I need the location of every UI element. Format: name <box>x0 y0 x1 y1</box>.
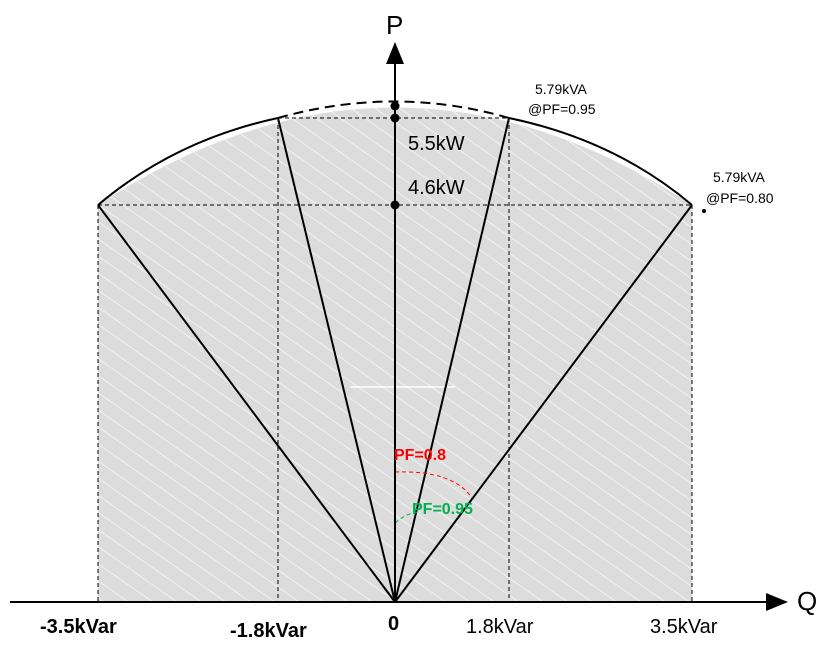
point-55kw <box>390 113 400 123</box>
pf095-label: PF=0.95 <box>412 501 473 518</box>
label-46kw: 4.6kW <box>408 177 465 199</box>
label-55kw: 5.5kW <box>408 133 465 155</box>
pf08-label: PF=0.8 <box>394 447 446 464</box>
q-axis-arrow <box>766 593 788 611</box>
ray-right-18 <box>394 117 510 603</box>
pf095-angle-arc <box>394 511 421 524</box>
capability-arc-right <box>508 117 693 206</box>
annot-095-pf: @PF=0.95 <box>528 101 596 117</box>
annot-080-pf: @PF=0.80 <box>706 190 774 206</box>
q-axis-label: Q <box>797 586 817 616</box>
q-tick-pos35: 3.5kVar <box>650 616 718 638</box>
capability-arc-left <box>97 117 279 206</box>
p-axis-label: P <box>386 10 403 40</box>
q-tick-pos18: 1.8kVar <box>466 616 534 638</box>
point-46kw <box>390 200 400 210</box>
ray-left-35 <box>97 204 396 603</box>
point-top-dashed <box>390 101 400 111</box>
annot-080-kva: 5.79kVA <box>713 169 766 185</box>
ray-left-18 <box>277 117 396 603</box>
ray-right-35 <box>394 204 693 603</box>
q-tick-zero: 0 <box>388 613 399 635</box>
pf08-angle-arc <box>394 471 473 499</box>
annot-095-kva: 5.79kVA <box>535 81 588 97</box>
q-tick-neg35: -3.5kVar <box>40 616 117 638</box>
p-axis-arrow <box>386 42 404 64</box>
q-tick-neg18: -1.8kVar <box>230 620 307 640</box>
point-080-marker <box>702 209 706 213</box>
